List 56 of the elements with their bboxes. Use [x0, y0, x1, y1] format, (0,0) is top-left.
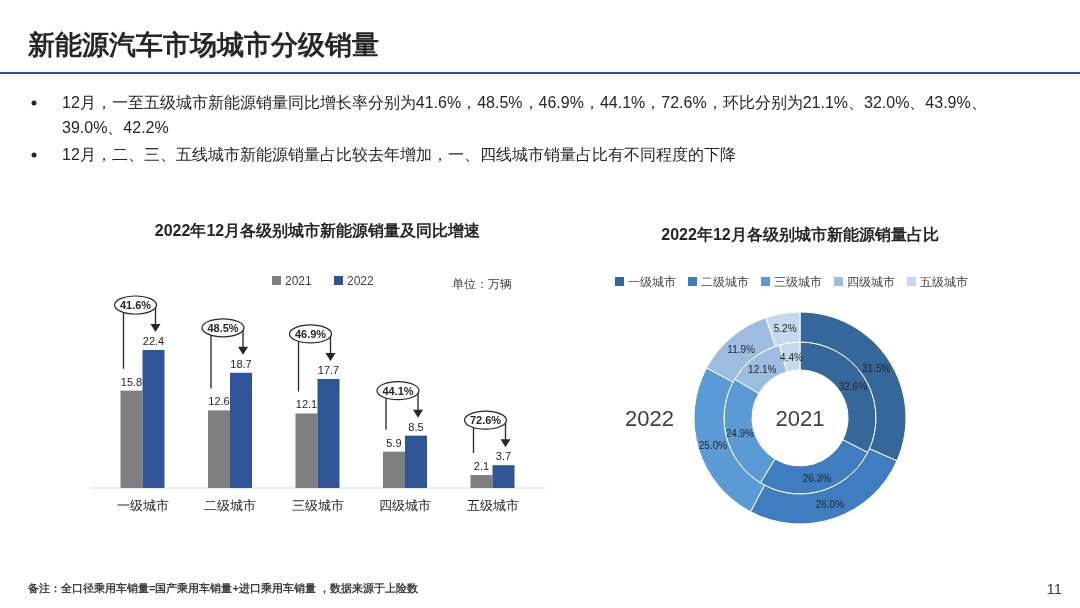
legend-label: 四级城市: [847, 275, 895, 289]
legend-label: 五级城市: [920, 275, 968, 289]
text: 12月，一至五级城市新能源销量同比增长率分别为41.6%，48.5%，46.9%，44.1%，72.6%，环比分别为21.1%、32.0%、43.9%、39.0%、42.2%: [62, 94, 987, 136]
text: 12月，二、三、五线城市新能源销量占比较去年增加，一、四线城市销量占比有不同程度的下降: [62, 146, 736, 163]
x-tick-label: 二级城市: [204, 498, 256, 513]
data-label: 12.1%: [748, 363, 777, 375]
bar: [142, 350, 165, 488]
data-label: 8.5: [408, 420, 424, 433]
x-tick-label: 三级城市: [291, 498, 344, 513]
bar: [492, 465, 515, 488]
text: 48.5%: [207, 321, 239, 334]
x-tick-label: 五级城市: [466, 498, 519, 513]
legend-label: 三级城市: [774, 275, 822, 289]
data-label: 32.6%: [838, 380, 868, 392]
data-label: 5.2%: [773, 323, 797, 335]
chart-title: 2022年12月各级别城市新能源销量占比: [661, 226, 939, 243]
slice-label: 2021: [775, 406, 825, 431]
bar: [208, 410, 230, 488]
x-tick-label: 一级城市: [116, 498, 169, 513]
bar: [317, 378, 340, 488]
annotation: 44.1%: [382, 384, 414, 397]
data-label: 25.0%: [698, 439, 728, 451]
legend-label: 2022: [347, 274, 375, 288]
annotation: 72.6%: [469, 414, 502, 427]
data-label: 12.1: [295, 398, 318, 411]
bar: [295, 413, 318, 488]
text: 41.6%: [119, 299, 152, 311]
legend-label: 二级城市: [701, 275, 749, 289]
data-label: 26.0%: [815, 498, 845, 510]
data-label: 12.6: [208, 395, 230, 408]
data-label: 22.4: [142, 335, 165, 347]
text: 11: [1046, 580, 1062, 597]
data-label: 11.9%: [727, 343, 756, 355]
chart-title: 2022年12月各级别城市新能源销量及同比增速: [154, 222, 482, 239]
data-label: 26.3%: [802, 472, 832, 484]
bar: [405, 435, 427, 488]
legend-label: 2021: [285, 274, 313, 288]
data-label: 18.7: [230, 357, 252, 370]
text: 新能源汽车市场城市分级销量: [27, 30, 379, 60]
data-label: 2.1: [473, 460, 490, 473]
bar: [230, 372, 252, 488]
data-label: 17.7: [317, 363, 340, 376]
bar: [470, 475, 493, 488]
data-label: 24.9%: [725, 427, 755, 439]
bar: [383, 451, 405, 488]
data-label: 5.9: [386, 436, 402, 449]
data-label: 31.5%: [862, 363, 891, 375]
x-tick-label: 四级城市: [379, 498, 431, 513]
legend-label: 一级城市: [628, 275, 676, 289]
text: 46.9%: [294, 327, 327, 340]
data-label: 15.8: [120, 375, 143, 388]
text: 备注：全口径乘用车销量=国产乘用车销量+进口乘用车销量 ，数据来源于上险数: [27, 582, 419, 594]
slice-label: 2022: [625, 406, 674, 431]
text: 单位：万辆: [452, 277, 512, 291]
bar: [120, 390, 143, 488]
data-label: 3.7: [495, 450, 512, 463]
